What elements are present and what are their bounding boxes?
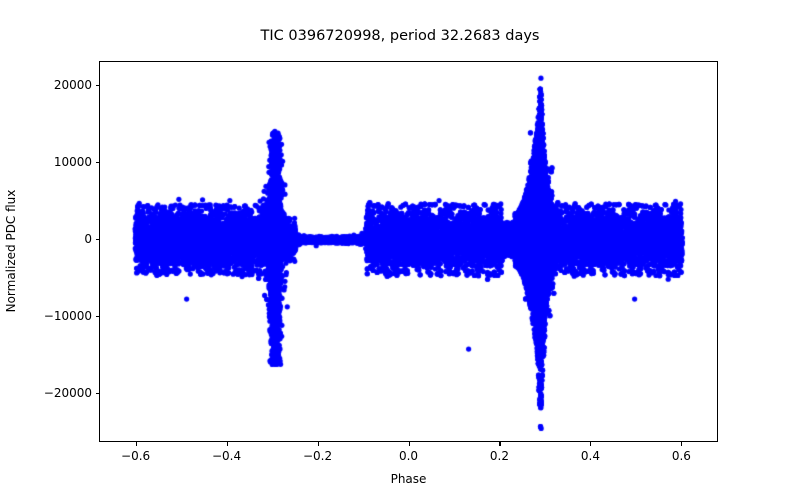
x-tick-mark [681,442,683,446]
x-tick-mark [590,442,592,446]
y-tick-label: 20000 [53,77,92,92]
y-tick-label: 10000 [53,154,92,169]
y-tick-mark [95,238,99,240]
y-tick-label: −20000 [43,385,92,400]
chart-title: TIC 0396720998, period 32.2683 days [260,28,540,44]
plot-area [99,61,718,442]
x-tick-label: 0.4 [580,449,600,463]
y-tick-label: −10000 [43,308,92,323]
x-tick-label: −0.4 [211,449,242,463]
y-axis-label: Normalized PDC flux [4,189,18,313]
x-tick-label: 0.6 [671,449,691,463]
x-tick-label: 0.2 [489,449,509,463]
x-tick-mark [408,442,410,446]
x-tick-mark [226,442,228,446]
x-axis-label: Phase [390,472,427,486]
x-tick-mark [499,442,501,446]
x-tick-label: −0.6 [121,449,151,463]
x-tick-mark [135,442,137,446]
y-tick-mark [95,392,99,394]
scatter-plot-canvas [100,62,717,441]
x-tick-label: 0.0 [398,449,419,463]
y-tick-mark [95,84,99,86]
y-tick-label: 0 [84,231,92,246]
y-tick-mark [95,315,99,317]
y-tick-mark [95,161,99,163]
x-tick-label: −0.2 [302,449,333,463]
x-tick-mark [317,442,319,446]
